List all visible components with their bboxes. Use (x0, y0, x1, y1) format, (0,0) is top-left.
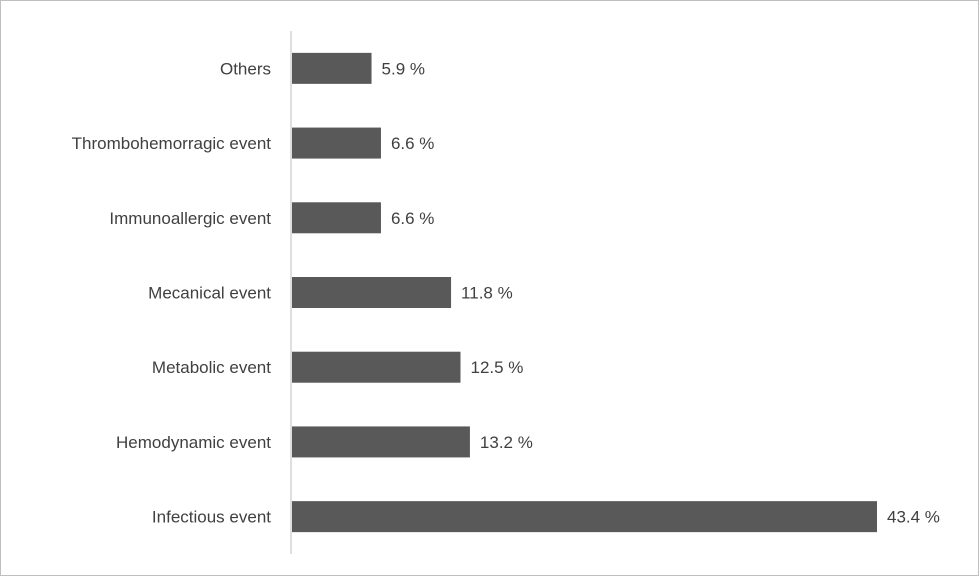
value-labels: 43.4 % 13.2 % 12.5 % 11.8 % 6.6 % 6.6 % 5.9 % (382, 59, 940, 526)
category-label: Metabolic event (152, 358, 271, 377)
value-label: 43.4 % (887, 508, 940, 527)
value-label: 11.8 % (461, 284, 513, 303)
category-label: Immunoallergic event (109, 209, 271, 228)
bar-hemodynamic-event (292, 426, 470, 458)
value-label: 5.9 % (382, 59, 425, 78)
value-label: 13.2 % (480, 433, 533, 452)
bar-metabolic-event (292, 351, 461, 383)
category-label: Infectious event (152, 508, 271, 527)
bars-layer (292, 52, 877, 533)
value-label: 12.5 % (470, 358, 523, 377)
category-label: Thrombohemorragic event (72, 134, 272, 153)
category-labels: Infectious event Hemodynamic event Metabol… (72, 59, 272, 526)
value-label: 6.6 % (391, 134, 434, 153)
bar-others (292, 52, 372, 84)
value-label: 6.6 % (391, 209, 434, 228)
category-label: Mecanical event (148, 284, 271, 303)
bar-infectious-event (292, 501, 877, 533)
bar-immunoallergic-event (292, 202, 381, 234)
category-label: Others (220, 59, 271, 78)
bar-mecanical-event (292, 277, 452, 308)
category-label: Hemodynamic event (116, 433, 271, 452)
bar-thrombohemorragic-event (292, 127, 381, 159)
